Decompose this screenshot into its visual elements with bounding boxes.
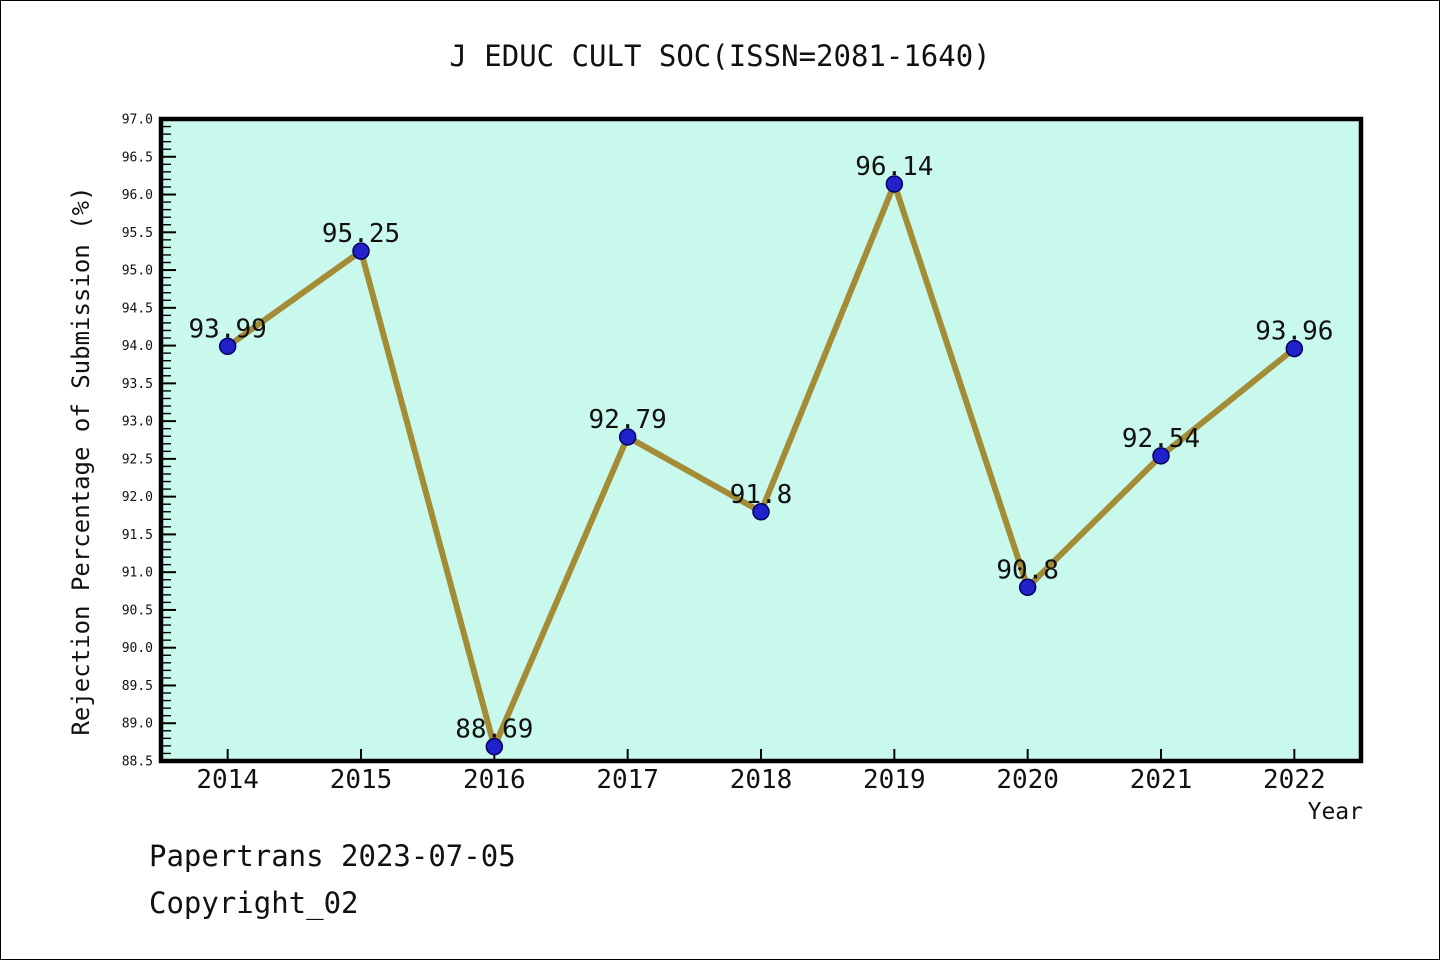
y-tick-label: 89.0 xyxy=(122,717,153,732)
y-tick-label: 93.5 xyxy=(122,377,153,392)
y-tick-label: 94.0 xyxy=(122,339,153,354)
y-tick-label: 93.0 xyxy=(122,415,153,430)
y-tick-label: 91.0 xyxy=(122,566,153,581)
data-point xyxy=(485,737,504,756)
y-tick-label: 90.5 xyxy=(122,603,153,618)
y-tick-label: 88.5 xyxy=(122,755,153,770)
y-tick-label: 95.5 xyxy=(122,226,153,241)
x-tick-label: 2017 xyxy=(596,765,659,795)
data-point xyxy=(618,428,637,446)
data-point xyxy=(352,242,370,260)
x-tick-label: 2018 xyxy=(730,765,793,795)
data-point xyxy=(1285,339,1304,358)
watermark-line1: Papertrans 2023-07-05 xyxy=(149,839,516,873)
x-tick-label: 2016 xyxy=(463,765,526,795)
chart-title: J EDUC CULT SOC(ISSN=2081-1640) xyxy=(449,39,991,73)
x-tick-label: 2022 xyxy=(1263,765,1326,795)
y-tick-label: 89.5 xyxy=(122,679,153,694)
y-tick-label: 96.0 xyxy=(122,188,153,203)
x-axis-label: Year xyxy=(1307,799,1363,825)
watermark-line2: Copyright_02 xyxy=(149,886,359,920)
plot-background xyxy=(161,119,1361,761)
y-tick-label: 92.0 xyxy=(122,490,153,505)
y-tick-label: 97.0 xyxy=(122,113,153,128)
x-tick-label: 2019 xyxy=(863,765,926,795)
y-tick-label: 94.5 xyxy=(122,301,153,316)
x-tick-label: 2021 xyxy=(1130,765,1193,795)
y-tick-label: 95.0 xyxy=(122,264,153,279)
x-tick-label: 2020 xyxy=(996,765,1059,795)
data-point xyxy=(1018,578,1037,597)
y-tick-label: 90.0 xyxy=(122,641,153,656)
x-tick-label: 2014 xyxy=(196,765,259,795)
data-point xyxy=(752,503,770,521)
y-tick-label: 92.5 xyxy=(122,452,153,467)
y-tick-label: 96.5 xyxy=(122,150,153,165)
data-point xyxy=(885,175,904,193)
data-point xyxy=(218,337,237,356)
data-point xyxy=(1152,447,1170,465)
plot-border xyxy=(158,116,1364,764)
y-tick-label: 91.5 xyxy=(122,528,153,543)
x-tick-label: 2015 xyxy=(330,765,393,795)
